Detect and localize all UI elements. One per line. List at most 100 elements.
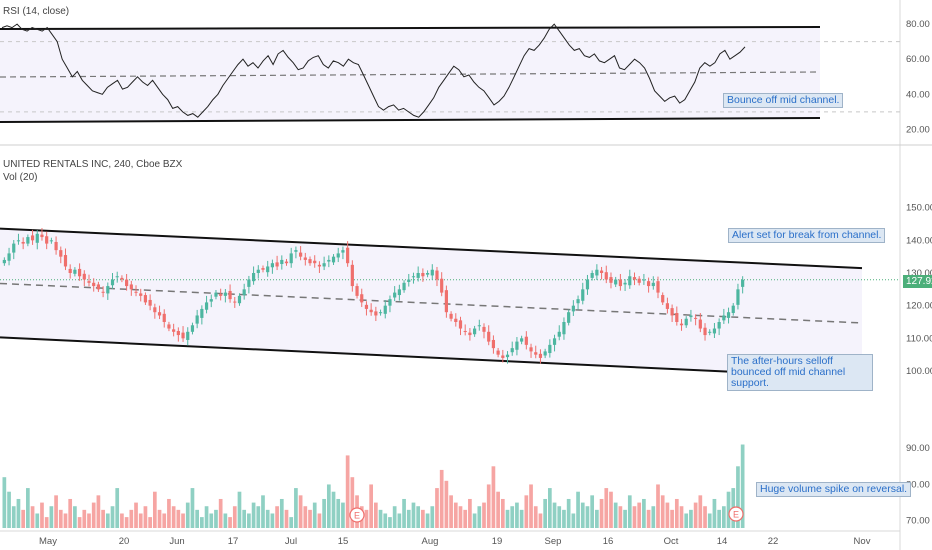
volume-bar [388, 517, 392, 528]
candle-body [632, 277, 637, 280]
candle-body [162, 313, 166, 322]
candle-body [473, 328, 477, 335]
candle-body [726, 312, 731, 318]
x-tick-label: Jul [285, 536, 297, 547]
volume-bar [129, 509, 134, 528]
candle-body [16, 240, 21, 242]
candle-body [35, 233, 39, 243]
volume-bar [16, 498, 21, 528]
candle-body [529, 347, 533, 352]
earnings-marker-label: E [733, 510, 739, 520]
volume-bar [632, 506, 637, 528]
volume-bar [374, 502, 378, 528]
candle-body [181, 332, 185, 339]
candle-body [435, 270, 439, 280]
candle-body [299, 252, 303, 257]
rsi-tick-label: 60.00 [906, 54, 930, 65]
candle-body [289, 253, 293, 264]
candle-body [270, 263, 274, 268]
candle-body [487, 331, 491, 342]
x-tick-label: Aug [422, 536, 439, 547]
volume-bar [40, 502, 44, 528]
candle-body [45, 236, 49, 244]
candle-body [195, 315, 199, 324]
candle-body [59, 250, 63, 257]
volume-bar [284, 509, 289, 528]
volume-bar [646, 509, 651, 528]
earnings-marker-icon [728, 506, 744, 522]
candle-body [397, 289, 401, 296]
volume-bar [237, 491, 242, 528]
volume-bar [717, 509, 721, 528]
volume-bar [181, 513, 185, 528]
volume-bar [562, 509, 566, 528]
candle-body [251, 273, 256, 282]
candle-body [524, 336, 528, 345]
volume-bar [524, 495, 529, 528]
rsi-tick-label: 40.00 [906, 89, 930, 100]
candle-body [256, 269, 260, 273]
volume-bar [453, 502, 458, 528]
volume-bar [11, 506, 16, 528]
volume-bar [684, 513, 689, 528]
candle-body [172, 329, 176, 332]
candle-body [96, 284, 101, 290]
candle-body [661, 295, 665, 303]
volume-bar [491, 466, 496, 528]
volume-bar [270, 513, 275, 528]
volume-bar [63, 513, 68, 528]
volume-bar [651, 506, 656, 528]
candle-body [110, 279, 115, 286]
candle-body [599, 270, 604, 273]
volume-bar [689, 509, 693, 528]
volume-bar [171, 506, 176, 528]
candle-body [139, 293, 143, 296]
volume-bar [68, 498, 73, 528]
volume-bar [247, 513, 251, 528]
candle-body [209, 299, 213, 302]
candle-body [731, 305, 735, 314]
x-tick-label: 16 [603, 536, 614, 547]
volume-bar [637, 502, 642, 528]
volume-bar [571, 513, 576, 528]
candle-body [54, 241, 58, 251]
candle-body [581, 289, 585, 301]
volume-bar [35, 513, 40, 528]
rsi-lower-channel [0, 117, 821, 123]
candle-body [219, 294, 223, 296]
volume-bar [364, 509, 369, 528]
candle-body [223, 292, 227, 296]
candle-body [515, 341, 519, 350]
volume-bar [496, 491, 500, 528]
candle-body [284, 261, 289, 264]
candle-body [346, 247, 350, 264]
candle-body [623, 282, 627, 285]
volume-bar [294, 488, 298, 528]
candle-body [388, 299, 392, 306]
volume-bar [482, 502, 486, 528]
candle-body [266, 266, 270, 273]
candle-body [675, 313, 679, 322]
volume-bar [468, 498, 472, 528]
candle-body [87, 281, 91, 283]
volume-bar [218, 498, 223, 528]
candle-body [604, 272, 608, 280]
volume-bar [609, 491, 613, 528]
volume-bar [510, 506, 515, 528]
price-tick-label: 120.00 [906, 301, 932, 312]
volume-bar [110, 506, 115, 528]
volume-bar [312, 502, 317, 528]
candle-body [200, 308, 204, 318]
candle-body [237, 295, 242, 304]
volume-bar [500, 498, 505, 528]
volume-tick-label: 70.00 [906, 516, 930, 527]
volume-bar [87, 513, 91, 528]
candle-body [322, 263, 326, 267]
candle-body [642, 279, 646, 281]
candle-body [656, 281, 660, 293]
volume-bar [378, 509, 383, 528]
volume-bar [566, 498, 571, 528]
volume-bar [120, 513, 124, 528]
volume-bar [350, 477, 355, 528]
